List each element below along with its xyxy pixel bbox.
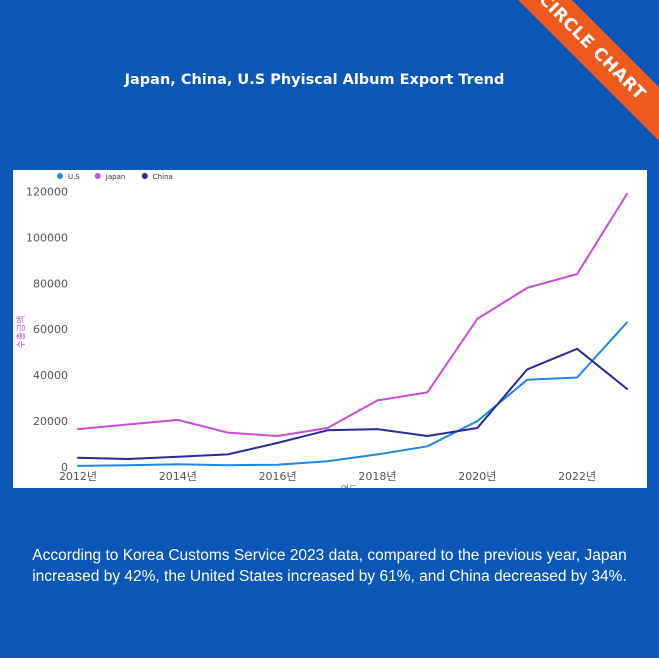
legend-marker xyxy=(57,173,63,179)
legend-label: Japan xyxy=(105,173,126,181)
series-line-japan xyxy=(77,192,628,437)
y-tick-label: 0 xyxy=(61,461,68,474)
caption-text: According to Korea Customs Service 2023 … xyxy=(32,547,627,585)
x-tick-label: 2012년 xyxy=(59,470,97,483)
legend-marker xyxy=(94,173,101,179)
legend-label: U.S xyxy=(68,173,80,181)
y-tick-label: 120000 xyxy=(26,185,68,198)
x-tick-label: 2022년 xyxy=(558,470,596,483)
series-line-u-s xyxy=(77,321,628,467)
x-tick-label: 2014년 xyxy=(159,470,197,483)
legend-label: China xyxy=(153,173,173,181)
series-line-china xyxy=(77,347,628,460)
y-axis-title: 수출금액 xyxy=(15,315,27,348)
line-chart: 0 20000 40000 60000 80000 100000 120000 2012년 20… xyxy=(15,173,628,488)
legend-marker xyxy=(141,173,148,179)
chart-panel: 0 20000 40000 60000 80000 100000 120000 2012년 20… xyxy=(13,170,647,488)
chart-title: Japan, China, U.S Phyiscal Album Export … xyxy=(124,72,505,88)
y-tick-label: 20000 xyxy=(33,415,68,428)
x-tick-label: 2016년 xyxy=(259,470,297,483)
brand-ribbon: CIRCLE CHART xyxy=(499,0,659,142)
y-tick-label: 80000 xyxy=(33,277,68,290)
y-tick-label: 100000 xyxy=(26,231,68,244)
y-tick-label: 40000 xyxy=(33,369,68,382)
x-axis-title: 연도 xyxy=(341,484,358,488)
x-tick-label: 2018년 xyxy=(358,470,396,483)
x-tick-label: 2020년 xyxy=(458,470,496,483)
y-tick-label: 60000 xyxy=(33,323,68,336)
